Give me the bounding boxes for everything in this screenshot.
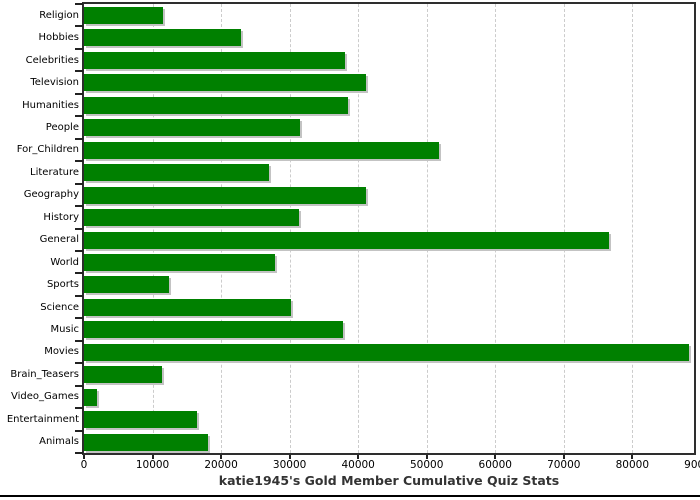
x-tick-label: 90000 [684,459,700,471]
category-label: Literature [30,166,79,178]
bar [84,388,97,406]
x-tick [357,455,360,459]
bar [84,119,300,137]
category-label: Science [40,301,79,313]
gridline [495,4,497,453]
category-label: Brain_Teasers [10,368,79,380]
category-label: Hobbies [38,32,79,44]
y-tick [75,115,83,118]
gridline [632,4,634,453]
x-tick [220,455,223,459]
y-tick [75,294,83,297]
y-tick [75,92,83,95]
bar [84,7,163,24]
y-tick [75,249,83,252]
category-label: Television [30,77,79,89]
category-label: Entertainment [6,413,79,425]
y-tick [75,362,83,365]
gridline [563,4,565,453]
category-label: Video_Games [11,391,79,403]
y-tick [75,205,83,208]
bar [84,51,345,69]
bar [84,96,348,114]
plot-area [84,4,694,453]
category-label: Religion [39,9,79,21]
y-tick [75,182,83,185]
y-tick [75,70,83,73]
y-tick [75,227,83,230]
bar [84,433,208,451]
category-label: History [43,211,79,223]
y-tick [75,384,83,387]
bottom-border-line [0,495,700,497]
y-tick [75,160,83,163]
gridline [152,4,154,453]
category-label: General [39,234,79,246]
category-label: Animals [39,436,79,448]
y-tick [75,339,83,342]
x-tick [425,455,428,459]
category-label: Sports [46,279,79,291]
x-tick-label: 0 [80,459,88,471]
category-label: Movies [44,346,79,358]
bar [84,366,162,384]
category-label: Humanities [22,99,79,111]
x-tick [151,455,154,459]
chart-title: katie1945's Gold Member Cumulative Quiz … [218,473,560,488]
y-tick [75,452,83,454]
x-tick-label: 10000 [135,459,170,471]
bar [84,411,197,429]
bar [84,343,689,361]
bar [84,74,366,92]
bar [84,253,275,271]
x-tick-label: 50000 [409,459,444,471]
x-tick-label: 40000 [341,459,375,471]
bar [84,231,609,249]
gridline [358,4,360,453]
x-tick [494,455,497,459]
y-tick [75,317,83,320]
y-tick [75,25,83,28]
gridline [426,4,428,453]
bar [84,321,343,339]
y-tick [75,137,83,140]
category-label: Celebrities [25,54,79,66]
y-tick [75,407,83,410]
bar [84,209,299,227]
bar [84,276,169,294]
y-tick [75,47,83,50]
bar [84,164,269,182]
y-tick [75,272,83,275]
bar [84,298,291,316]
x-tick-label: 20000 [204,459,238,471]
x-tick [288,455,291,459]
x-tick [631,455,634,459]
x-tick-label: 80000 [615,459,650,471]
category-label: People [45,121,79,133]
x-tick-label: 70000 [547,459,581,471]
gridline [289,4,291,453]
bar [84,29,241,47]
x-tick-label: 30000 [272,459,307,471]
bar [84,186,366,204]
category-label: Music [50,324,79,336]
x-tick-label: 60000 [478,459,512,471]
bar [84,141,439,159]
gridline [221,4,223,453]
y-tick [75,3,83,5]
category-label: For_Children [16,144,79,156]
x-tick [83,455,85,459]
x-tick [562,455,565,459]
category-label: World [50,256,79,268]
category-label: Geography [23,189,79,201]
y-tick [75,429,83,432]
